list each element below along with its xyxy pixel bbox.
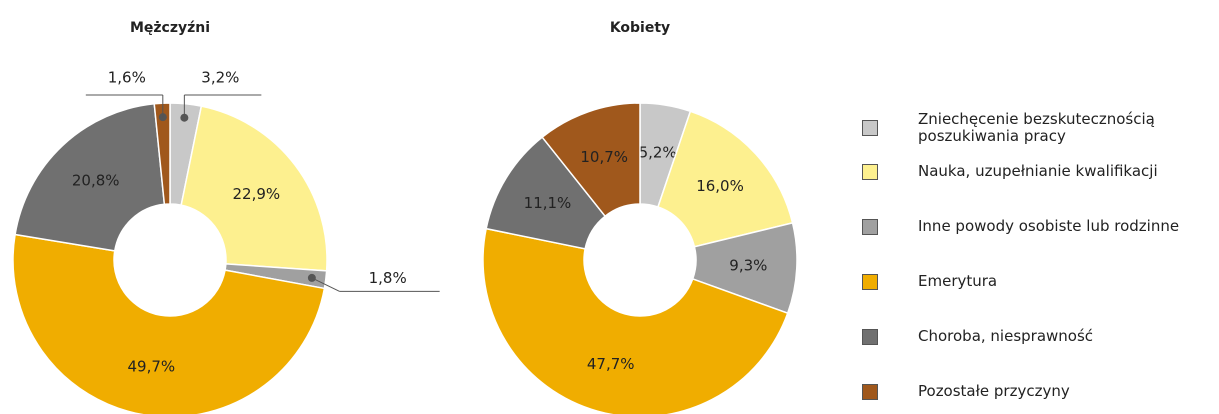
slice bbox=[541, 102, 641, 218]
data-label: 47,7% bbox=[587, 355, 635, 373]
data-label: 22,9% bbox=[233, 185, 281, 203]
slice bbox=[12, 233, 326, 414]
data-label: 3,2% bbox=[201, 69, 239, 87]
data-label: 9,3% bbox=[729, 256, 767, 274]
legend-swatch bbox=[862, 120, 878, 136]
legend-swatch bbox=[862, 274, 878, 290]
slice bbox=[482, 227, 789, 414]
legend-label: Zniechęcenie bezskutecznością poszukiwan… bbox=[918, 109, 1155, 145]
legend-swatch bbox=[862, 219, 878, 235]
legend-swatch bbox=[862, 164, 878, 180]
leader-line bbox=[311, 277, 340, 292]
legend-swatch bbox=[862, 384, 878, 400]
chart-title: Mężczyźni bbox=[130, 20, 210, 36]
legend-swatch bbox=[862, 329, 878, 345]
chart-title: Kobiety bbox=[610, 20, 670, 36]
legend-label: Inne powody osobiste lub rodzinne bbox=[918, 217, 1180, 235]
data-label: 1,8% bbox=[369, 269, 407, 287]
data-label: 20,8% bbox=[72, 171, 120, 189]
data-label: 5,2% bbox=[639, 143, 677, 161]
slice bbox=[657, 110, 794, 248]
data-label: 16,0% bbox=[696, 177, 744, 195]
data-label: 10,7% bbox=[580, 148, 628, 166]
legend-label: Emerytura bbox=[918, 272, 998, 290]
slice bbox=[153, 102, 171, 206]
legend-label: Choroba, niesprawność bbox=[918, 327, 1094, 345]
data-label: 49,7% bbox=[128, 357, 176, 375]
slice bbox=[14, 102, 166, 252]
legend-label: Nauka, uzupełnianie kwalifikacji bbox=[918, 162, 1158, 180]
slice bbox=[180, 105, 328, 272]
legend-label: Pozostałe przyczyny bbox=[918, 382, 1070, 400]
data-label: 1,6% bbox=[108, 69, 146, 87]
data-label: 11,1% bbox=[524, 194, 572, 212]
